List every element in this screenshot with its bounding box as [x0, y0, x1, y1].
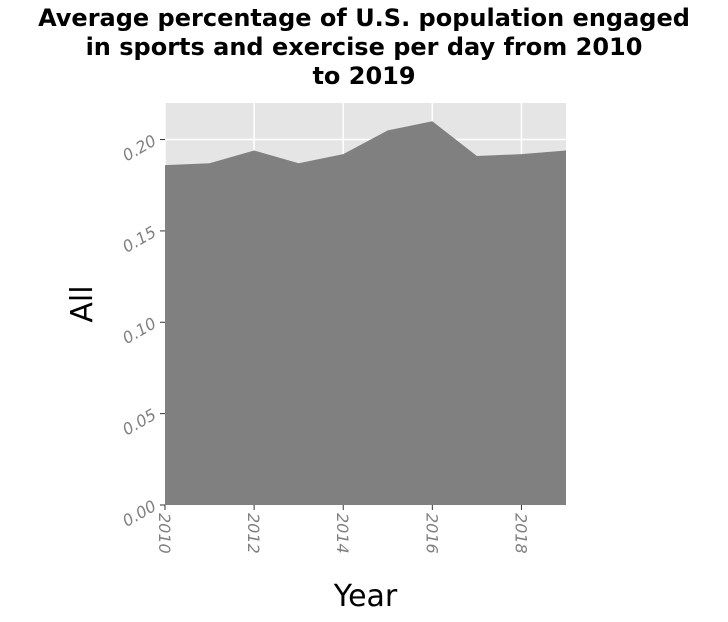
y-tick-label: 0.10 [119, 314, 159, 348]
x-tick-labels: 2010 2012 2014 2016 2018 [155, 513, 530, 554]
x-tick-label: 2016 [422, 513, 441, 554]
chart-title: Average percentage of U.S. population en… [0, 4, 728, 91]
x-tick-label: 2012 [244, 513, 263, 554]
chart-title-line-2: in sports and exercise per day from 2010 [85, 33, 643, 61]
y-tick-label: 0.05 [119, 405, 159, 439]
chart-title-line-1: Average percentage of U.S. population en… [38, 4, 690, 32]
axis-ticks [160, 139, 522, 510]
y-axis-label: All [65, 285, 100, 322]
x-tick-label: 2014 [333, 513, 352, 554]
y-tick-label: 0.15 [119, 222, 159, 256]
y-tick-label: 0.00 [119, 496, 159, 530]
x-tick-label: 2018 [511, 513, 530, 554]
x-tick-label: 2010 [155, 513, 174, 554]
y-tick-label: 0.20 [119, 131, 159, 165]
x-axis-label: Year [333, 579, 398, 614]
chart-title-line-3: to 2019 [312, 62, 416, 90]
y-tick-labels: 0.00 0.05 0.10 0.15 0.20 [119, 131, 159, 531]
area-series [165, 121, 566, 505]
